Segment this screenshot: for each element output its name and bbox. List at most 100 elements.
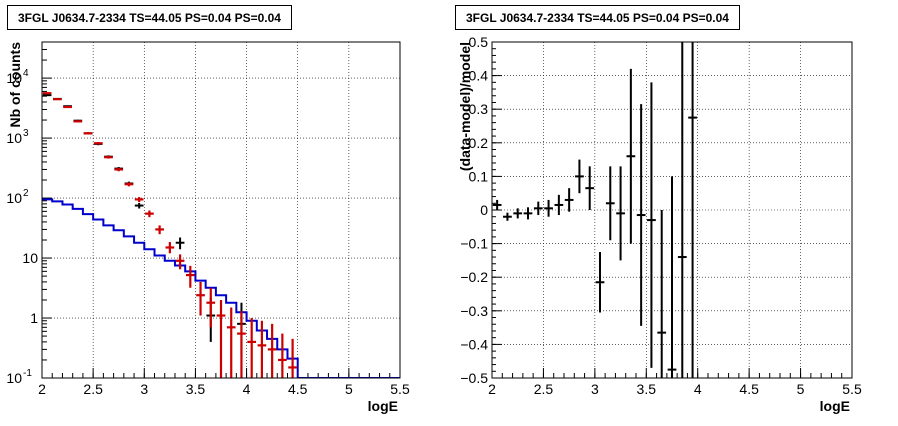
data-point-0 xyxy=(677,42,687,378)
y-tick-label: 10 xyxy=(6,190,22,206)
data-point-1 xyxy=(175,237,185,250)
data-point-0 xyxy=(647,82,656,368)
data-point-1 xyxy=(42,94,52,97)
data-point-0 xyxy=(554,194,564,216)
x-axis-title: logE xyxy=(820,398,850,414)
x-tick-label: 3.5 xyxy=(637,381,657,397)
model-histogram-line xyxy=(42,198,400,378)
x-tick-label: 5.5 xyxy=(390,381,410,397)
x-tick-label: 4 xyxy=(694,381,702,397)
data-layer xyxy=(42,92,400,378)
y-tick-label-exponent: 4 xyxy=(23,68,29,79)
x-tick-label: 3 xyxy=(591,381,599,397)
data-point-2 xyxy=(104,155,113,159)
data-point-2 xyxy=(185,265,195,288)
data-point-0 xyxy=(667,176,677,378)
y-tick-label: 0.3 xyxy=(469,101,489,117)
x-tick-label: 4 xyxy=(243,381,251,397)
data-point-0 xyxy=(575,159,584,194)
y-tick-label-exponent: -1 xyxy=(23,368,32,379)
x-tick-label: 2 xyxy=(488,381,496,397)
data-point-2 xyxy=(237,311,246,378)
data-point-2 xyxy=(267,323,277,378)
data-point-2 xyxy=(206,287,216,328)
y-tick-label-exponent: 2 xyxy=(23,188,29,199)
x-axis-title: logE xyxy=(368,398,398,414)
data-point-2 xyxy=(257,320,267,378)
x-tick-label: 2 xyxy=(38,381,46,397)
data-point-1 xyxy=(134,202,144,209)
plot-frame xyxy=(491,41,853,379)
data-point-0 xyxy=(513,208,523,219)
y-tick-label: 10 xyxy=(6,370,22,386)
y-axis-title: (data-model)/model xyxy=(457,42,473,171)
x-tick-label: 5 xyxy=(345,381,353,397)
data-point-0 xyxy=(657,210,667,378)
panel-title-right: 3FGL J0634.7-2334 TS=44.05 PS=0.04 PS=0.… xyxy=(455,5,740,30)
data-point-0 xyxy=(585,166,595,210)
data-point-2 xyxy=(278,333,287,378)
data-point-2 xyxy=(165,242,175,254)
data-point-0 xyxy=(636,104,646,326)
data-point-2 xyxy=(196,281,205,316)
data-point-0 xyxy=(595,252,605,313)
y-tick-label: −0.5 xyxy=(460,370,488,386)
data-point-2 xyxy=(42,92,52,95)
data-point-2 xyxy=(83,132,93,135)
data-point-0 xyxy=(605,166,615,241)
y-tick-label: 0.1 xyxy=(469,168,489,184)
data-point-0 xyxy=(492,199,502,210)
x-tick-label: 4.5 xyxy=(288,381,308,397)
y-tick-label: 10 xyxy=(22,250,38,266)
data-point-2 xyxy=(134,197,144,202)
data-point-2 xyxy=(52,98,62,101)
data-point-0 xyxy=(544,199,553,217)
x-tick-label: 2.5 xyxy=(534,381,554,397)
y-tick-label: 0.5 xyxy=(469,34,489,50)
y-tick-label: 10 xyxy=(6,130,22,146)
data-point-0 xyxy=(626,68,636,244)
panel-title-left: 3FGL J0634.7-2334 TS=44.05 PS=0.04 PS=0.… xyxy=(7,5,292,30)
data-point-2 xyxy=(247,318,257,378)
data-point-2 xyxy=(216,299,226,378)
data-point-2 xyxy=(175,254,185,270)
y-tick-label: 0.4 xyxy=(469,68,489,84)
plot-frame xyxy=(41,41,401,379)
data-point-2 xyxy=(288,338,297,378)
data-point-2 xyxy=(155,225,164,235)
y-axis-title: Nb of counts xyxy=(7,42,23,128)
data-point-0 xyxy=(616,166,625,261)
y-tick-label: 0.2 xyxy=(469,135,489,151)
data-point-2 xyxy=(145,210,154,218)
plot-panel-1: 2 2.5 3 3.5 4 4.5 5 5.5 −0.5 −0.4 −0.3 −0.2 −0.1 0 0.1… xyxy=(457,34,862,414)
y-tick-label: 1 xyxy=(30,310,38,326)
y-tick-label: −0.4 xyxy=(460,336,488,352)
x-tick-label: 5 xyxy=(797,381,805,397)
data-point-0 xyxy=(564,188,574,212)
x-tick-label: 4.5 xyxy=(739,381,759,397)
data-point-0 xyxy=(688,42,697,378)
data-point-0 xyxy=(523,207,533,220)
y-tick-label: −0.2 xyxy=(460,269,488,285)
y-tick-label-exponent: 3 xyxy=(23,128,29,139)
y-tick-label: 10 xyxy=(6,70,22,86)
x-tick-label: 3 xyxy=(140,381,148,397)
data-point-2 xyxy=(63,105,72,109)
x-tick-label: 5.5 xyxy=(842,381,862,397)
y-tick-label: −0.3 xyxy=(460,303,488,319)
x-tick-label: 3.5 xyxy=(186,381,206,397)
data-point-2 xyxy=(93,142,103,145)
y-tick-label: 0 xyxy=(480,202,488,218)
y-tick-label: −0.1 xyxy=(460,236,488,252)
data-point-2 xyxy=(114,167,124,172)
data-point-0 xyxy=(533,201,543,216)
data-point-2 xyxy=(73,120,83,123)
data-point-2 xyxy=(226,307,236,378)
data-layer xyxy=(492,42,697,378)
data-point-0 xyxy=(503,212,512,221)
data-point-2 xyxy=(124,182,134,187)
x-tick-label: 2.5 xyxy=(83,381,103,397)
